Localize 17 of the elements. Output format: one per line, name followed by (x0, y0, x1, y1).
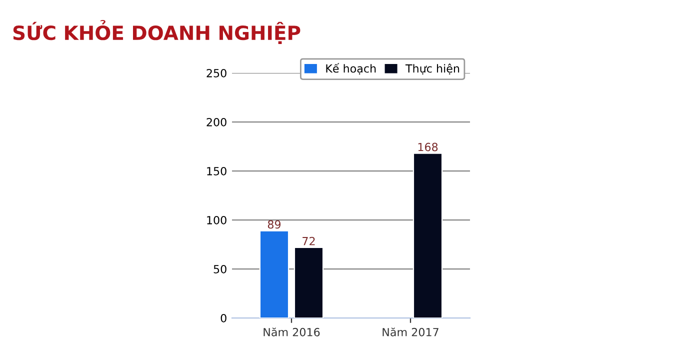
bar (294, 246, 324, 318)
legend-label: Thực hiện (405, 64, 460, 75)
y-tick-label: 50 (214, 264, 226, 274)
y-tick-label: 200 (206, 118, 226, 126)
data-label: 168 (418, 142, 438, 152)
x-tick-label: Năm 2017 (382, 328, 438, 336)
y-tick-label: 150 (207, 166, 226, 176)
data-label: 89 (268, 220, 281, 229)
legend-label: Kế hoạch (326, 63, 376, 75)
data-label: 72 (302, 236, 315, 246)
bar (259, 230, 290, 318)
bar (412, 152, 443, 318)
x-tick-label: Năm 2016 (264, 328, 320, 336)
y-tick-label: 250 (206, 68, 226, 78)
y-tick-label: 100 (207, 216, 226, 224)
y-tick-label: 0 (220, 314, 226, 322)
chart-title: SỨC KHỎE DOANH NGHIỆP (13, 20, 300, 44)
